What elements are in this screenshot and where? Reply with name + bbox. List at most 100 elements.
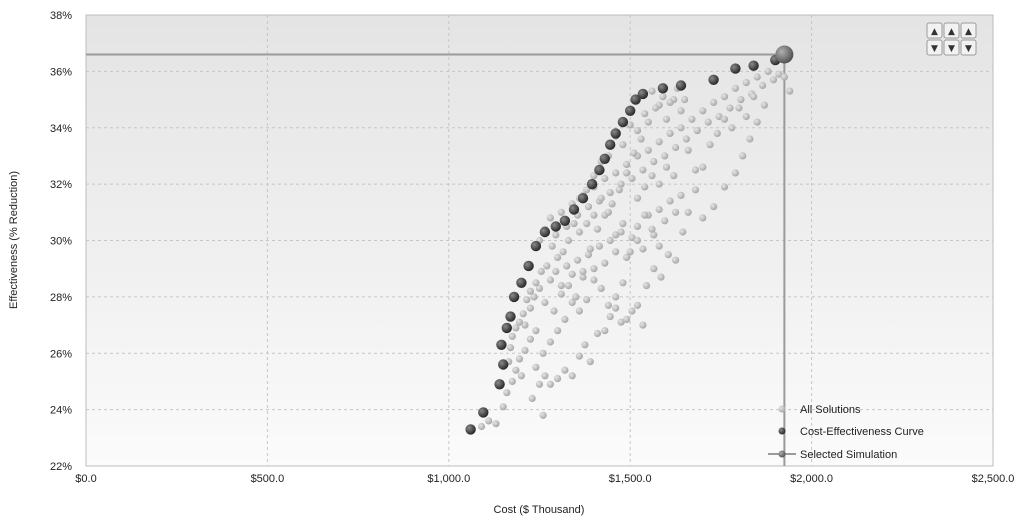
all-solutions-point [652, 104, 660, 112]
triangle-up-icon: ▲ [965, 27, 972, 37]
legend-item-selected-simulation[interactable]: Selected Simulation [768, 449, 897, 461]
all-solutions-point [780, 73, 789, 81]
cost-effectiveness-point [505, 311, 516, 322]
all-solutions-point [503, 389, 511, 397]
all-solutions-point [485, 417, 493, 425]
all-solutions-point [655, 138, 663, 146]
all-solutions-point [554, 375, 562, 383]
cost-effectiveness-point [498, 359, 509, 370]
all-solutions-point [590, 172, 598, 180]
all-solutions-point [564, 282, 573, 290]
zoom-button-face [943, 22, 960, 39]
cost-effectiveness-point [748, 60, 759, 71]
cost-effectiveness-point [630, 94, 641, 105]
legend-item-all-solutions[interactable]: All Solutions [778, 404, 862, 416]
all-solutions-point [606, 236, 614, 245]
all-solutions-point [641, 211, 649, 219]
all-solutions-point [508, 377, 516, 385]
y-tick-label: 28% [50, 292, 72, 304]
all-solutions-point [728, 124, 736, 132]
zoom-down-button[interactable]: ▼ [943, 39, 960, 56]
all-solutions-point [546, 214, 555, 222]
all-solutions-point [623, 315, 631, 323]
all-solutions-point [633, 222, 642, 230]
all-solutions-point [633, 301, 642, 309]
triangle-down-icon: ▼ [965, 44, 972, 54]
zoom-button-face [960, 39, 977, 56]
selected-simulation-marker[interactable] [775, 45, 794, 64]
all-solutions-point [548, 242, 556, 250]
all-solutions-point [650, 158, 658, 166]
all-solutions-point [720, 115, 729, 123]
legend-label-selected-simulation: Selected Simulation [800, 449, 897, 461]
all-solutions-point [543, 262, 551, 270]
all-solutions-point [572, 293, 580, 301]
y-tick-label: 32% [50, 179, 72, 191]
y-tick-label: 38% [50, 10, 72, 22]
zoom-up-button[interactable]: ▲ [926, 22, 943, 39]
zoom-down-button[interactable]: ▼ [960, 39, 977, 56]
all-solutions-point [693, 127, 701, 135]
all-solutions-point [684, 146, 692, 154]
all-solutions-point [746, 135, 754, 143]
legend-item-cost-effectiveness[interactable]: Cost-Effectiveness Curve [778, 426, 924, 438]
all-solutions-point [526, 335, 535, 343]
zoom-up-button[interactable]: ▲ [960, 22, 977, 39]
all-solutions-point [644, 118, 652, 126]
all-solutions-point [541, 372, 549, 380]
all-solutions-point [684, 208, 692, 216]
all-solutions-point [731, 84, 740, 92]
all-solutions-point [515, 355, 524, 363]
cost-effectiveness-point [586, 178, 598, 190]
all-solutions-point [706, 141, 714, 149]
all-solutions-point [546, 380, 555, 388]
legend: All Solutions Cost-Effectiveness Curve S… [768, 404, 924, 461]
all-solutions-point [642, 282, 651, 290]
all-solutions-point [575, 307, 584, 315]
all-solutions-point [648, 87, 656, 95]
all-solutions-point [775, 70, 783, 78]
all-solutions-point [735, 104, 743, 112]
y-tick-label: 24% [50, 405, 72, 417]
all-solutions-point [639, 321, 647, 329]
all-solutions-point [563, 262, 571, 270]
all-solutions-point [612, 293, 620, 301]
all-solutions-point [601, 259, 609, 267]
all-solutions-point [739, 152, 747, 160]
all-solutions-point [546, 338, 555, 346]
zoom-up-button[interactable]: ▲ [943, 22, 960, 39]
all-solutions-point [691, 186, 700, 194]
all-solutions-point [568, 270, 576, 278]
all-solutions-point [601, 327, 609, 335]
x-tick-label: $500.0 [251, 473, 285, 485]
all-solutions-point [583, 296, 591, 304]
all-solutions-point [639, 245, 647, 253]
all-solutions-point [615, 186, 623, 194]
all-solutions-point [769, 76, 778, 84]
selected-simulation-point[interactable] [775, 45, 794, 64]
cost-effectiveness-point [708, 74, 719, 86]
y-axis-title: Effectiveness (% Reduction) [8, 171, 20, 309]
all-solutions-point [699, 163, 707, 171]
y-tick-label: 30% [50, 236, 72, 248]
cost-effectiveness-point [617, 116, 629, 128]
all-solutions-point [677, 107, 685, 115]
all-solutions-point [579, 273, 587, 281]
all-solutions-point [677, 191, 685, 199]
all-solutions-point [574, 256, 582, 264]
all-solutions-point [655, 180, 663, 188]
all-solutions-point [626, 121, 634, 129]
grid-lines [86, 15, 993, 466]
all-solutions-point [750, 93, 758, 101]
all-solutions-point [650, 231, 658, 239]
legend-marker-all-solutions [778, 405, 786, 413]
all-solutions-point [664, 251, 672, 259]
all-solutions-point [633, 236, 642, 245]
all-solutions-point [710, 203, 718, 211]
all-solutions-point [623, 169, 631, 177]
all-solutions-point [630, 149, 638, 157]
all-solutions-point [633, 127, 642, 135]
zoom-down-button[interactable]: ▼ [926, 39, 943, 56]
all-solutions-point [586, 245, 594, 253]
